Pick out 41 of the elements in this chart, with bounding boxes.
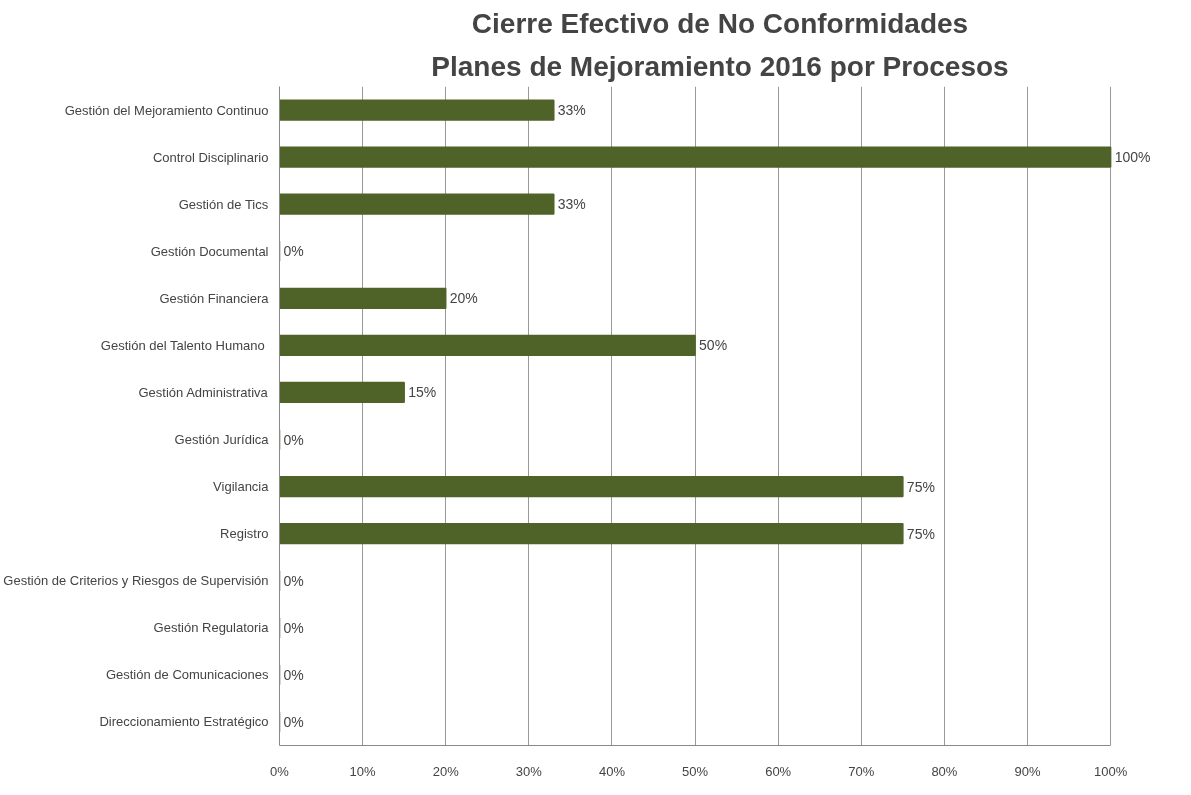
data-label: 0% [283, 243, 304, 260]
data-label: 0% [283, 619, 304, 636]
y-tick-label: Gestión de Tics [178, 196, 269, 212]
y-tick-label: Control Disciplinario [152, 149, 269, 165]
y-tick-label: Gestión del Mejoramiento Continuo [64, 102, 269, 118]
data-label: 15% [408, 384, 437, 401]
data-label: 0% [283, 666, 304, 683]
x-tick-label: 50% [682, 763, 709, 779]
data-label: 33% [557, 196, 586, 213]
x-tick-label: 80% [931, 763, 958, 779]
x-tick-label: 60% [765, 763, 792, 779]
chart-subtitle: Planes de Mejoramiento 2016 por Procesos [431, 50, 1009, 82]
y-tick-label: Vigilancia [213, 479, 270, 495]
y-tick-label: Gestión de Comunicaciones [105, 667, 269, 683]
data-label: 100% [1114, 149, 1151, 166]
x-tick-label: 10% [349, 763, 377, 779]
data-label: 75% [906, 525, 935, 542]
data-label: 0% [283, 713, 304, 730]
x-tick-label: 90% [1014, 763, 1041, 779]
data-label: 0% [283, 572, 304, 589]
x-tick-label: 100% [1094, 763, 1128, 779]
x-tick-label: 20% [432, 763, 460, 779]
x-tick-label: 70% [848, 763, 875, 779]
data-label: 20% [449, 290, 478, 307]
x-tick-label: 40% [598, 763, 626, 779]
y-tick-label: Gestión Regulatoria [153, 620, 270, 636]
chart-title: Cierre Efectivo de No Conformidades [471, 7, 969, 39]
data-label: 50% [699, 337, 728, 354]
y-tick-label: Direccionamiento Estratégico [99, 714, 269, 730]
y-tick-label: Gestión Documental [150, 243, 269, 259]
x-tick-label: 30% [515, 763, 543, 779]
y-tick-label: Gestión Jurídica [174, 432, 270, 448]
y-tick-label: Gestión Financiera [159, 290, 270, 306]
y-tick-label: Gestión del Talento Humano [100, 337, 265, 353]
y-tick-label: Gestión Administrativa [138, 384, 269, 400]
x-tick-label: 0% [270, 763, 290, 779]
data-label: 0% [283, 431, 304, 448]
y-tick-label: Gestión de Criterios y Riesgos de Supervisión [3, 573, 269, 589]
data-label: 75% [906, 478, 935, 495]
y-tick-label: Registro [220, 526, 269, 542]
data-label: 33% [557, 102, 586, 119]
